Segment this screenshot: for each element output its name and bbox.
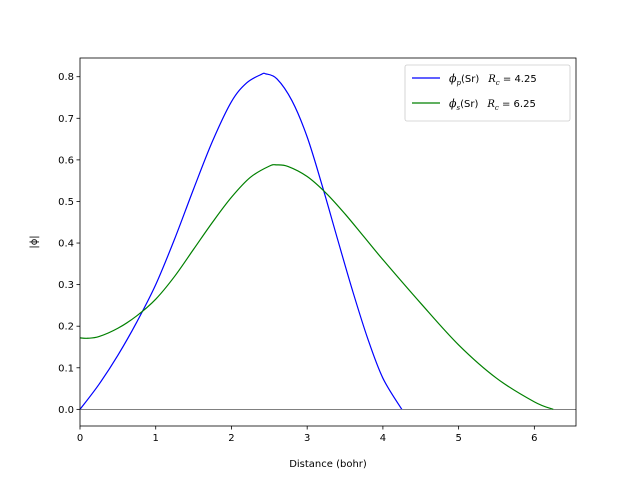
y-tick-label: 0.5 <box>58 197 74 208</box>
x-tick-label: 2 <box>228 433 234 444</box>
y-tick-label: 0.2 <box>58 322 74 333</box>
legend-box <box>404 64 571 122</box>
y-tick-label: 0.8 <box>58 72 74 83</box>
series-layer <box>79 72 554 410</box>
legend: ϕp(Sr) Rc = 4.25 ϕs(Sr) Rc = 6.25 <box>404 64 571 122</box>
y-tick-label: 0.4 <box>58 239 74 250</box>
y-tick-label: 0.3 <box>58 280 74 291</box>
plot-frame <box>79 57 577 427</box>
y-tick-label: 0.1 <box>58 363 74 374</box>
legend-label-phi-s: ϕs(Sr) Rc = 6.25 <box>449 97 536 112</box>
y-tick-label: 0.7 <box>58 114 74 125</box>
legend-label-phi-p: ϕp(Sr) Rc = 4.25 <box>449 72 537 87</box>
series-line-phi-s <box>79 164 554 410</box>
x-tick-label: 3 <box>304 433 310 444</box>
x-tick-label: 4 <box>380 433 386 444</box>
x-tick-label: 6 <box>531 433 537 444</box>
y-axis-label: |ϕ| <box>29 235 40 248</box>
y-tick-label: 0.6 <box>58 155 74 166</box>
y-tick-label: 0.0 <box>58 405 74 416</box>
x-tick-label: 1 <box>153 433 159 444</box>
x-tick-label: 5 <box>455 433 461 444</box>
x-tick-label: 0 <box>77 433 83 444</box>
y-axis-ticks: 0.0 0.1 0.2 0.3 0.4 0.5 0.6 0.7 0.8 <box>58 72 80 416</box>
x-axis-label: Distance (bohr) <box>289 459 367 470</box>
x-axis-ticks: 0 1 2 3 4 5 6 <box>77 426 538 444</box>
